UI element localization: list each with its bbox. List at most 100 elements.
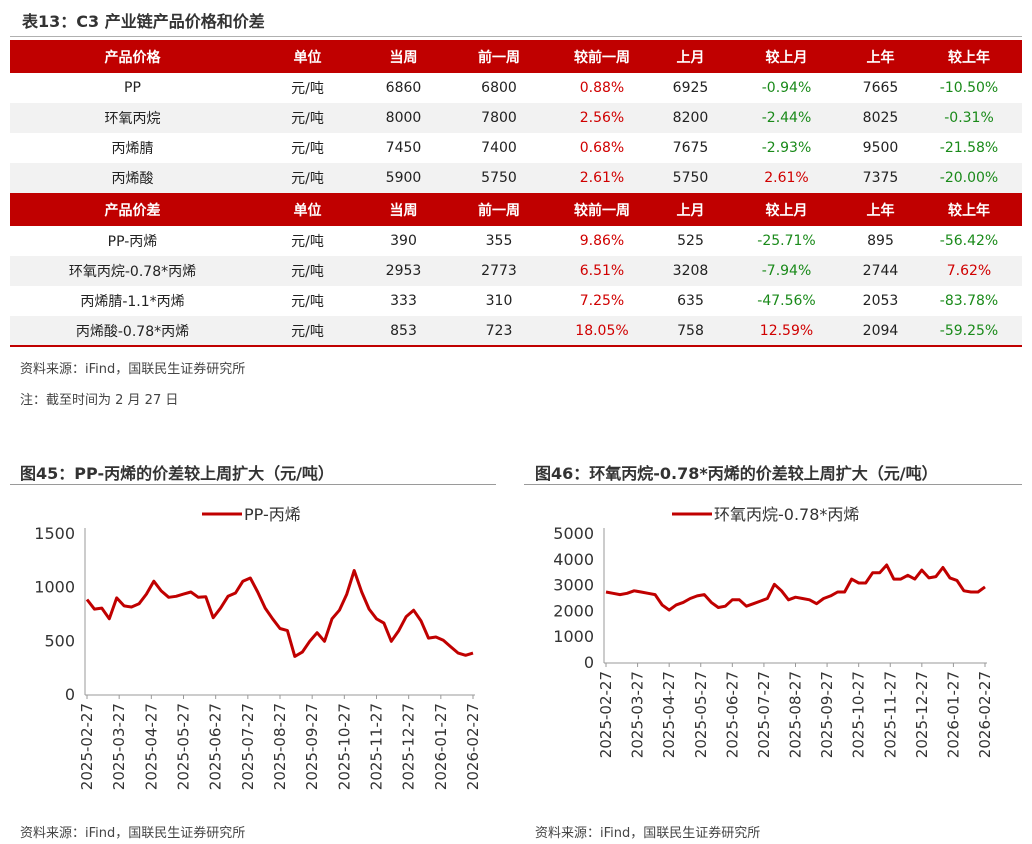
x-tick-label: 2025-07-27 xyxy=(239,703,257,790)
x-tick-label: 2025-06-27 xyxy=(207,703,225,790)
header-cell: 较前一周 xyxy=(551,193,653,226)
table-cell: PP xyxy=(124,80,141,96)
table-header-row: 产品价差 单位 当周 前一周 较前一周 上月 较上月 上年 较上年 xyxy=(10,193,1022,226)
table-cell: 723 xyxy=(447,316,551,347)
table-cell: 丙烯腈 xyxy=(111,141,154,157)
table-cell: 元/吨 xyxy=(291,294,324,310)
table-cell: 8000 xyxy=(360,103,447,133)
table-cell: 7.62% xyxy=(916,256,1022,286)
table-cell: 7800 xyxy=(447,103,551,133)
table-row: 丙烯酸-0.78*丙烯 元/吨 853 723 18.05% 758 12.59% 2094-… xyxy=(10,316,1022,347)
table-cell: 6800 xyxy=(481,80,517,96)
table-cell: 2744 xyxy=(845,256,916,286)
table-row: 环氧丙烷 元/吨 8000 7800 2.56% 8200 -2.44% 8025 -0.31% xyxy=(10,103,1022,133)
y-tick-label: 0 xyxy=(584,653,594,672)
legend-label: 环氧丙烷-0.78*丙烯 xyxy=(714,505,859,524)
x-tick-label: 2025-06-27 xyxy=(723,671,741,758)
table-cell: 2773 xyxy=(447,256,551,286)
table-cell: 0.88% xyxy=(579,80,625,96)
x-tick-label: 2025-08-27 xyxy=(787,671,805,758)
x-tick-label: 2026-02-27 xyxy=(464,703,482,790)
header-cell: 前一周 xyxy=(447,193,551,226)
table-cell: 丙烯酸 xyxy=(10,163,255,193)
y-tick-label: 2000 xyxy=(553,601,594,620)
table-cell: -20.00% xyxy=(916,163,1022,193)
table-row: 环氧丙烷-0.78*丙烯 元/吨 2953 2773 6.51% 3208 -7.94% 27… xyxy=(10,256,1022,286)
x-tick-label: 2026-02-27 xyxy=(976,671,994,758)
table-cell: -25.71% xyxy=(757,233,816,249)
table-cell: 8025 xyxy=(845,103,916,133)
header-cell: 上月 xyxy=(653,193,728,226)
table-cell: 2053 xyxy=(862,293,899,309)
table-cell: 5750 xyxy=(653,163,728,193)
table-cell: 元/吨 xyxy=(255,256,360,286)
figure-46-rule xyxy=(524,484,1022,485)
x-tick-label: 2025-12-27 xyxy=(913,671,931,758)
table-cell: 12.59% xyxy=(728,316,845,347)
header-cell: 上年 xyxy=(845,40,916,73)
figure-45-source: 资料来源：iFind，国联民生证券研究所 xyxy=(20,826,246,841)
header-cell: 当周 xyxy=(360,193,447,226)
figure-45-title: 图45：PP-丙烯的价差较上周扩大（元/吨） xyxy=(20,464,334,483)
table-cell: 2.61% xyxy=(551,163,653,193)
table-cell: 元/吨 xyxy=(255,103,360,133)
x-tick-label: 2025-11-27 xyxy=(881,671,899,758)
figure-46-title: 图46：环氧丙烷-0.78*丙烯的价差较上周扩大（元/吨） xyxy=(535,464,938,483)
series-line xyxy=(85,569,474,658)
x-tick-label: 2025-05-27 xyxy=(692,671,710,758)
x-tick-label: 2025-05-27 xyxy=(175,703,193,790)
table-cell: 7665 xyxy=(862,80,899,96)
header-cell: 上月 xyxy=(653,40,728,73)
table-cell: 2953 xyxy=(360,256,447,286)
table-cell: -2.93% xyxy=(761,140,812,156)
table-cell: 丙烯腈-1.1*丙烯 xyxy=(80,294,185,310)
table-note: 注：截至时间为 2 月 27 日 xyxy=(20,393,179,408)
header-cell: 单位 xyxy=(255,193,360,226)
table-cell: 环氧丙烷 xyxy=(10,103,255,133)
table-cell: 9.86% xyxy=(579,233,625,249)
header-cell: 较上年 xyxy=(916,40,1022,73)
table-header-row: 产品价格 单位 当周 前一周 较前一周 上月 较上月 上年 较上年 xyxy=(10,40,1022,73)
x-tick-label: 2025-04-27 xyxy=(660,671,678,758)
table-cell: 环氧丙烷-0.78*丙烯 xyxy=(10,256,255,286)
table-cell: -21.58% xyxy=(939,140,999,156)
table-cell: 2094 xyxy=(845,316,916,347)
table-cell: 853 xyxy=(360,316,447,347)
table-cell: 7400 xyxy=(481,140,517,156)
y-tick-label: 0 xyxy=(65,685,75,704)
x-tick-label: 2026-01-27 xyxy=(944,671,962,758)
table-cell: -0.94% xyxy=(761,80,812,96)
figure-46-source: 资料来源：iFind，国联民生证券研究所 xyxy=(535,826,761,841)
y-tick-label: 1500 xyxy=(34,524,75,543)
x-tick-label: 2025-08-27 xyxy=(271,703,289,790)
x-tick-label: 2025-09-27 xyxy=(818,671,836,758)
table-cell: -2.44% xyxy=(728,103,845,133)
x-tick-label: 2025-09-27 xyxy=(303,703,321,790)
header-cell: 产品价差 xyxy=(10,193,255,226)
x-tick-label: 2025-03-27 xyxy=(110,703,128,790)
table-cell: 7.25% xyxy=(579,293,625,309)
header-cell: 较前一周 xyxy=(551,40,653,73)
table-cell: 丙烯酸-0.78*丙烯 xyxy=(10,316,255,347)
table-row: PP-丙烯 元/吨 390 355 9.86% 525 -25.71% 895 -56.42% xyxy=(10,226,1022,256)
table-cell: -0.31% xyxy=(916,103,1022,133)
x-tick-label: 2025-04-27 xyxy=(142,703,160,790)
x-tick-label: 2025-12-27 xyxy=(400,703,418,790)
x-tick-label: 2025-03-27 xyxy=(629,671,647,758)
table-cell: 18.05% xyxy=(551,316,653,347)
table-cell: -47.56% xyxy=(757,293,816,309)
table-cell: 元/吨 xyxy=(291,234,324,250)
pp-propylene-spread-chart: 0 500 1000 1500 2025-02-27 2025-03-27 2025-04-… xyxy=(34,505,482,790)
table-cell: 9500 xyxy=(862,140,899,156)
header-cell: 单位 xyxy=(255,40,360,73)
table-cell: 2.56% xyxy=(551,103,653,133)
table-cell: 元/吨 xyxy=(255,163,360,193)
header-cell: 当周 xyxy=(360,40,447,73)
table-cell: 6.51% xyxy=(551,256,653,286)
table-cell: 7450 xyxy=(385,140,422,156)
table-row: 丙烯腈-1.1*丙烯 元/吨 333 310 7.25% 635 -47.56% 2053 -8… xyxy=(10,286,1022,316)
table-cell: 7675 xyxy=(672,140,709,156)
y-tick-label: 1000 xyxy=(553,627,594,646)
table-cell: 6860 xyxy=(385,80,422,96)
x-tick-label: 2025-10-27 xyxy=(335,703,353,790)
